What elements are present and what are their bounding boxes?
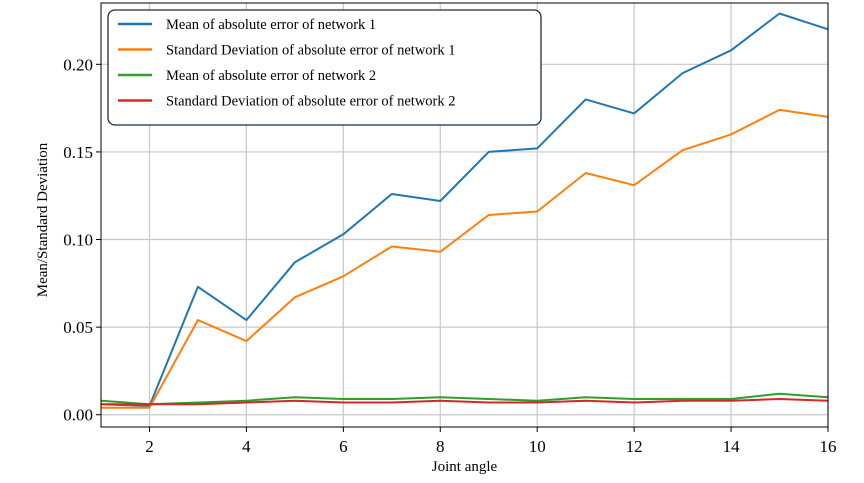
x-tick-label: 14 — [723, 437, 741, 456]
y-tick-label: 0.15 — [63, 143, 93, 162]
plot-frame — [100, 2, 829, 428]
legend: Mean of absolute error of network 1 Stand… — [107, 9, 542, 126]
y-tick-label: 0.10 — [63, 231, 93, 250]
y-tick-label: 0.00 — [63, 406, 93, 425]
legend-frame — [107, 9, 542, 126]
series-line-1 — [100, 12, 829, 407]
y-tick-label: 0.05 — [63, 318, 93, 337]
x-tick-label: 16 — [820, 437, 837, 456]
legend-label: Mean of absolute error of network 1 — [166, 17, 376, 33]
legend-label: Standard Deviation of absolute error of … — [166, 94, 456, 110]
x-tick-label: 6 — [339, 437, 348, 456]
series-lines — [100, 12, 829, 409]
x-axis-label: Joint angle — [432, 459, 498, 475]
series-line-2 — [101, 108, 829, 409]
x-tick-label: 12 — [626, 437, 643, 456]
x-tick-label: 8 — [436, 437, 445, 456]
axis-ticks: 2 4 6 8 10 12 14 16 0.00 0.05 0.10 0.15 0.20 — [63, 55, 836, 456]
x-tick-label: 2 — [145, 437, 154, 456]
x-tick-label: 4 — [242, 437, 251, 456]
series-line-3 — [100, 392, 829, 406]
series-line-4 — [101, 398, 829, 406]
legend-label: Mean of absolute error of network 2 — [166, 68, 376, 84]
y-tick-label: 0.20 — [63, 55, 93, 74]
legend-label: Standard Deviation of absolute error of … — [166, 43, 456, 59]
x-tick-label: 10 — [529, 437, 546, 456]
y-axis-label: Mean/Standard Deviation — [35, 142, 51, 297]
